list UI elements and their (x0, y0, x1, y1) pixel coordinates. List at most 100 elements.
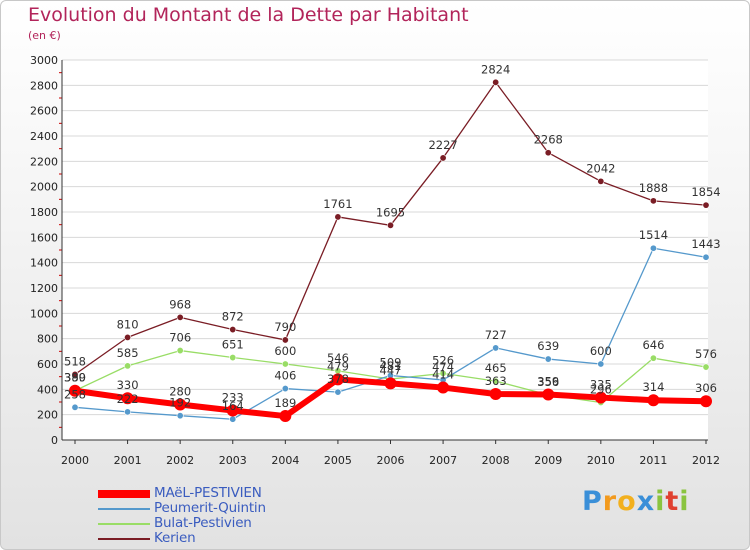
logo-letter: x (636, 486, 656, 517)
y-tick-label: 200 (37, 409, 58, 422)
data-point (649, 244, 657, 252)
data-label: 576 (695, 347, 717, 361)
data-point (386, 221, 394, 229)
logo-letter: P (582, 486, 603, 517)
data-point (121, 392, 134, 405)
data-point (700, 395, 712, 408)
y-tick-label: 0 (51, 434, 58, 447)
y-tick-label: 1200 (30, 282, 58, 295)
chart-title: Evolution du Montant de la Dette par Hab… (28, 4, 469, 26)
data-label: 727 (485, 328, 507, 342)
x-tick-label: 2004 (271, 454, 299, 467)
data-label: 639 (537, 339, 559, 353)
data-label: 481 (380, 359, 402, 373)
data-label: 192 (169, 396, 191, 410)
data-label: 810 (117, 317, 139, 331)
data-point (489, 388, 502, 401)
chart-subtitle: (en €) (28, 29, 61, 42)
data-point (176, 347, 184, 355)
y-tick-label: 2200 (30, 155, 58, 168)
data-point (176, 313, 184, 321)
data-label: 447 (380, 363, 402, 377)
data-point (176, 412, 184, 420)
data-label: 189 (274, 396, 296, 410)
data-label: 2268 (534, 133, 563, 147)
data-label: 872 (222, 310, 244, 324)
data-label: 1514 (639, 228, 668, 242)
y-tick-label: 1800 (30, 206, 58, 219)
x-tick-label: 2007 (429, 454, 457, 467)
logo-letter: t (665, 486, 680, 517)
data-label: 390 (64, 371, 86, 385)
data-label: 465 (485, 361, 507, 375)
y-tick-label: 800 (37, 333, 58, 346)
y-tick-label: 1600 (30, 231, 58, 244)
data-label: 258 (64, 387, 86, 401)
data-label: 1443 (691, 237, 720, 251)
data-label: 479 (327, 359, 349, 373)
data-point (331, 373, 344, 386)
x-tick-label: 2011 (639, 454, 667, 467)
data-label: 585 (117, 346, 139, 360)
data-label: 2824 (481, 62, 510, 76)
data-point (702, 363, 710, 371)
data-point (384, 377, 397, 390)
data-label: 389 (64, 371, 86, 385)
legend-label: Kerien (154, 530, 196, 546)
logo-letter: o (617, 486, 637, 517)
data-label: 363 (485, 374, 507, 388)
y-tick-label: 2600 (30, 105, 58, 118)
data-point (649, 197, 657, 205)
data-point (542, 388, 555, 401)
logo-letter: r (602, 486, 618, 517)
legend-swatch (98, 490, 150, 498)
data-point (597, 177, 605, 185)
data-point (124, 362, 132, 370)
data-point (69, 384, 81, 397)
data-point (597, 360, 605, 368)
data-point (71, 403, 79, 411)
data-point (229, 415, 237, 423)
logo-letter: i (655, 486, 666, 517)
x-tick-label: 2010 (587, 454, 615, 467)
data-label: 378 (327, 372, 349, 386)
data-label: 518 (64, 354, 86, 368)
proxiti-logo: Proxiti (582, 486, 690, 517)
data-point (647, 394, 660, 407)
data-label: 1888 (639, 181, 668, 195)
data-point (649, 354, 657, 362)
y-tick-label: 1000 (30, 307, 58, 320)
legend-swatch (98, 508, 150, 510)
data-label: 314 (642, 380, 664, 394)
data-label: 164 (222, 399, 244, 413)
data-label: 1854 (691, 185, 720, 199)
data-point (702, 201, 710, 209)
data-point (594, 391, 607, 404)
data-point (229, 326, 237, 334)
data-label: 600 (590, 344, 612, 358)
legend-swatch (98, 538, 150, 540)
x-tick-label: 2002 (166, 454, 194, 467)
x-tick-label: 2001 (114, 454, 142, 467)
y-tick-label: 2000 (30, 181, 58, 194)
data-point (437, 381, 450, 394)
logo-letter: i (679, 486, 690, 517)
data-label: 233 (222, 390, 244, 404)
data-point (124, 408, 132, 416)
data-point (702, 253, 710, 261)
data-label: 414 (432, 368, 454, 382)
data-point (174, 398, 187, 411)
x-tick-label: 2000 (61, 454, 89, 467)
x-tick-label: 2006 (377, 454, 405, 467)
data-label: 2227 (428, 138, 457, 152)
data-label: 646 (642, 338, 664, 352)
x-tick-label: 2009 (534, 454, 562, 467)
data-label: 296 (590, 383, 612, 397)
data-point (281, 336, 289, 344)
data-label: 330 (117, 378, 139, 392)
data-label: 790 (274, 320, 296, 334)
x-tick-label: 2012 (692, 454, 720, 467)
data-label: 509 (380, 356, 402, 370)
data-point (281, 360, 289, 368)
